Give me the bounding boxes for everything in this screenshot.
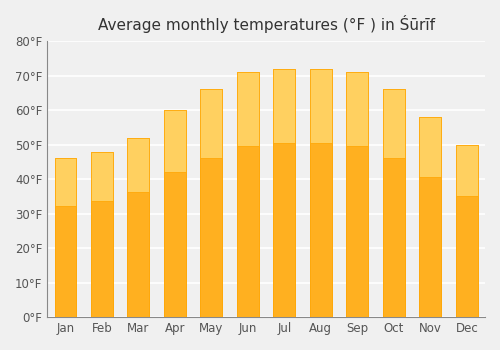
Bar [310, 69, 332, 317]
Bar [274, 143, 295, 317]
Bar [383, 89, 404, 317]
Bar [237, 72, 259, 317]
Bar [128, 138, 150, 317]
Bar [310, 69, 332, 143]
Bar [200, 89, 222, 158]
Bar [237, 146, 259, 317]
Bar [346, 146, 368, 317]
Bar [91, 152, 113, 317]
Bar [456, 196, 477, 317]
Bar [346, 72, 368, 146]
Bar [420, 117, 441, 177]
Bar [91, 201, 113, 317]
Bar [237, 72, 259, 146]
Bar [54, 159, 76, 206]
Bar [200, 89, 222, 317]
Bar [274, 69, 295, 143]
Bar [200, 158, 222, 317]
Bar [310, 143, 332, 317]
Bar [420, 177, 441, 317]
Bar [54, 159, 76, 317]
Bar [383, 158, 404, 317]
Title: Average monthly temperatures (°F ) in Śūrīf: Average monthly temperatures (°F ) in Śū… [98, 15, 434, 33]
Bar [164, 110, 186, 172]
Bar [91, 152, 113, 201]
Bar [456, 145, 477, 317]
Bar [128, 191, 150, 317]
Bar [128, 138, 150, 191]
Bar [346, 72, 368, 317]
Bar [456, 145, 477, 196]
Bar [164, 110, 186, 317]
Bar [383, 89, 404, 158]
Bar [164, 172, 186, 317]
Bar [420, 117, 441, 317]
Bar [274, 69, 295, 317]
Bar [54, 206, 76, 317]
